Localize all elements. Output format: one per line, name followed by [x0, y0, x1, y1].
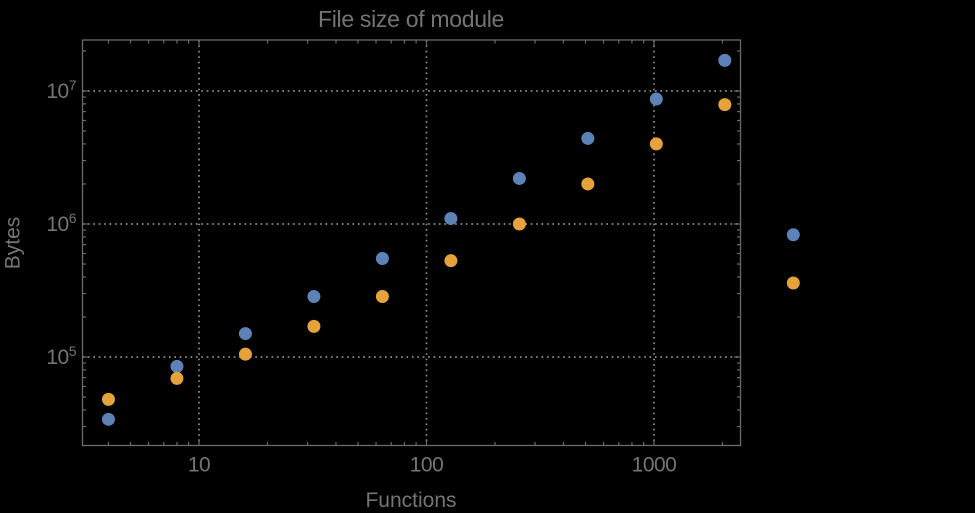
data-point-series-orange-x64: [375, 290, 389, 304]
data-point-series-blue-x64: [375, 252, 389, 266]
data-point-series-orange-x8: [170, 371, 184, 385]
data-point-series-orange-x2048: [718, 98, 732, 112]
data-point-series-blue-x2048: [718, 53, 732, 67]
chart-title: File size of module: [317, 6, 505, 32]
data-point-series-orange-x16: [238, 347, 252, 361]
data-point-series-blue-x512: [581, 131, 595, 145]
data-point-series-blue-x8: [170, 359, 184, 373]
y-axis-label-wrap: Bytes: [0, 40, 26, 445]
data-point-series-blue-x4096: [786, 228, 800, 242]
data-point-series-orange-x128: [444, 254, 458, 268]
y-tick-label: 106: [46, 210, 76, 236]
y-axis-label: Bytes: [1, 216, 24, 269]
data-point-series-blue-x128: [444, 211, 458, 225]
x-tick-label: 100: [410, 454, 444, 477]
x-axis-label: Functions: [365, 489, 457, 512]
data-point-series-orange-x4096: [786, 276, 800, 290]
data-point-series-orange-x512: [581, 177, 595, 191]
y-tick-label: 105: [46, 343, 76, 369]
data-point-series-orange-x256: [512, 217, 526, 231]
data-point-series-blue-x256: [512, 171, 526, 185]
data-point-series-orange-x4: [101, 392, 115, 406]
data-point-series-blue-x32: [307, 290, 321, 304]
data-point-series-blue-x4: [101, 412, 115, 426]
x-tick-label: 1000: [632, 454, 677, 477]
data-point-series-orange-x32: [307, 319, 321, 333]
data-point-series-blue-x1024: [649, 92, 663, 106]
x-tick-label: 10: [188, 454, 210, 477]
data-point-series-orange-x1024: [649, 137, 663, 151]
plot-frame: [81, 39, 742, 447]
y-tick-label: 107: [46, 77, 76, 103]
data-point-series-blue-x16: [238, 327, 252, 341]
